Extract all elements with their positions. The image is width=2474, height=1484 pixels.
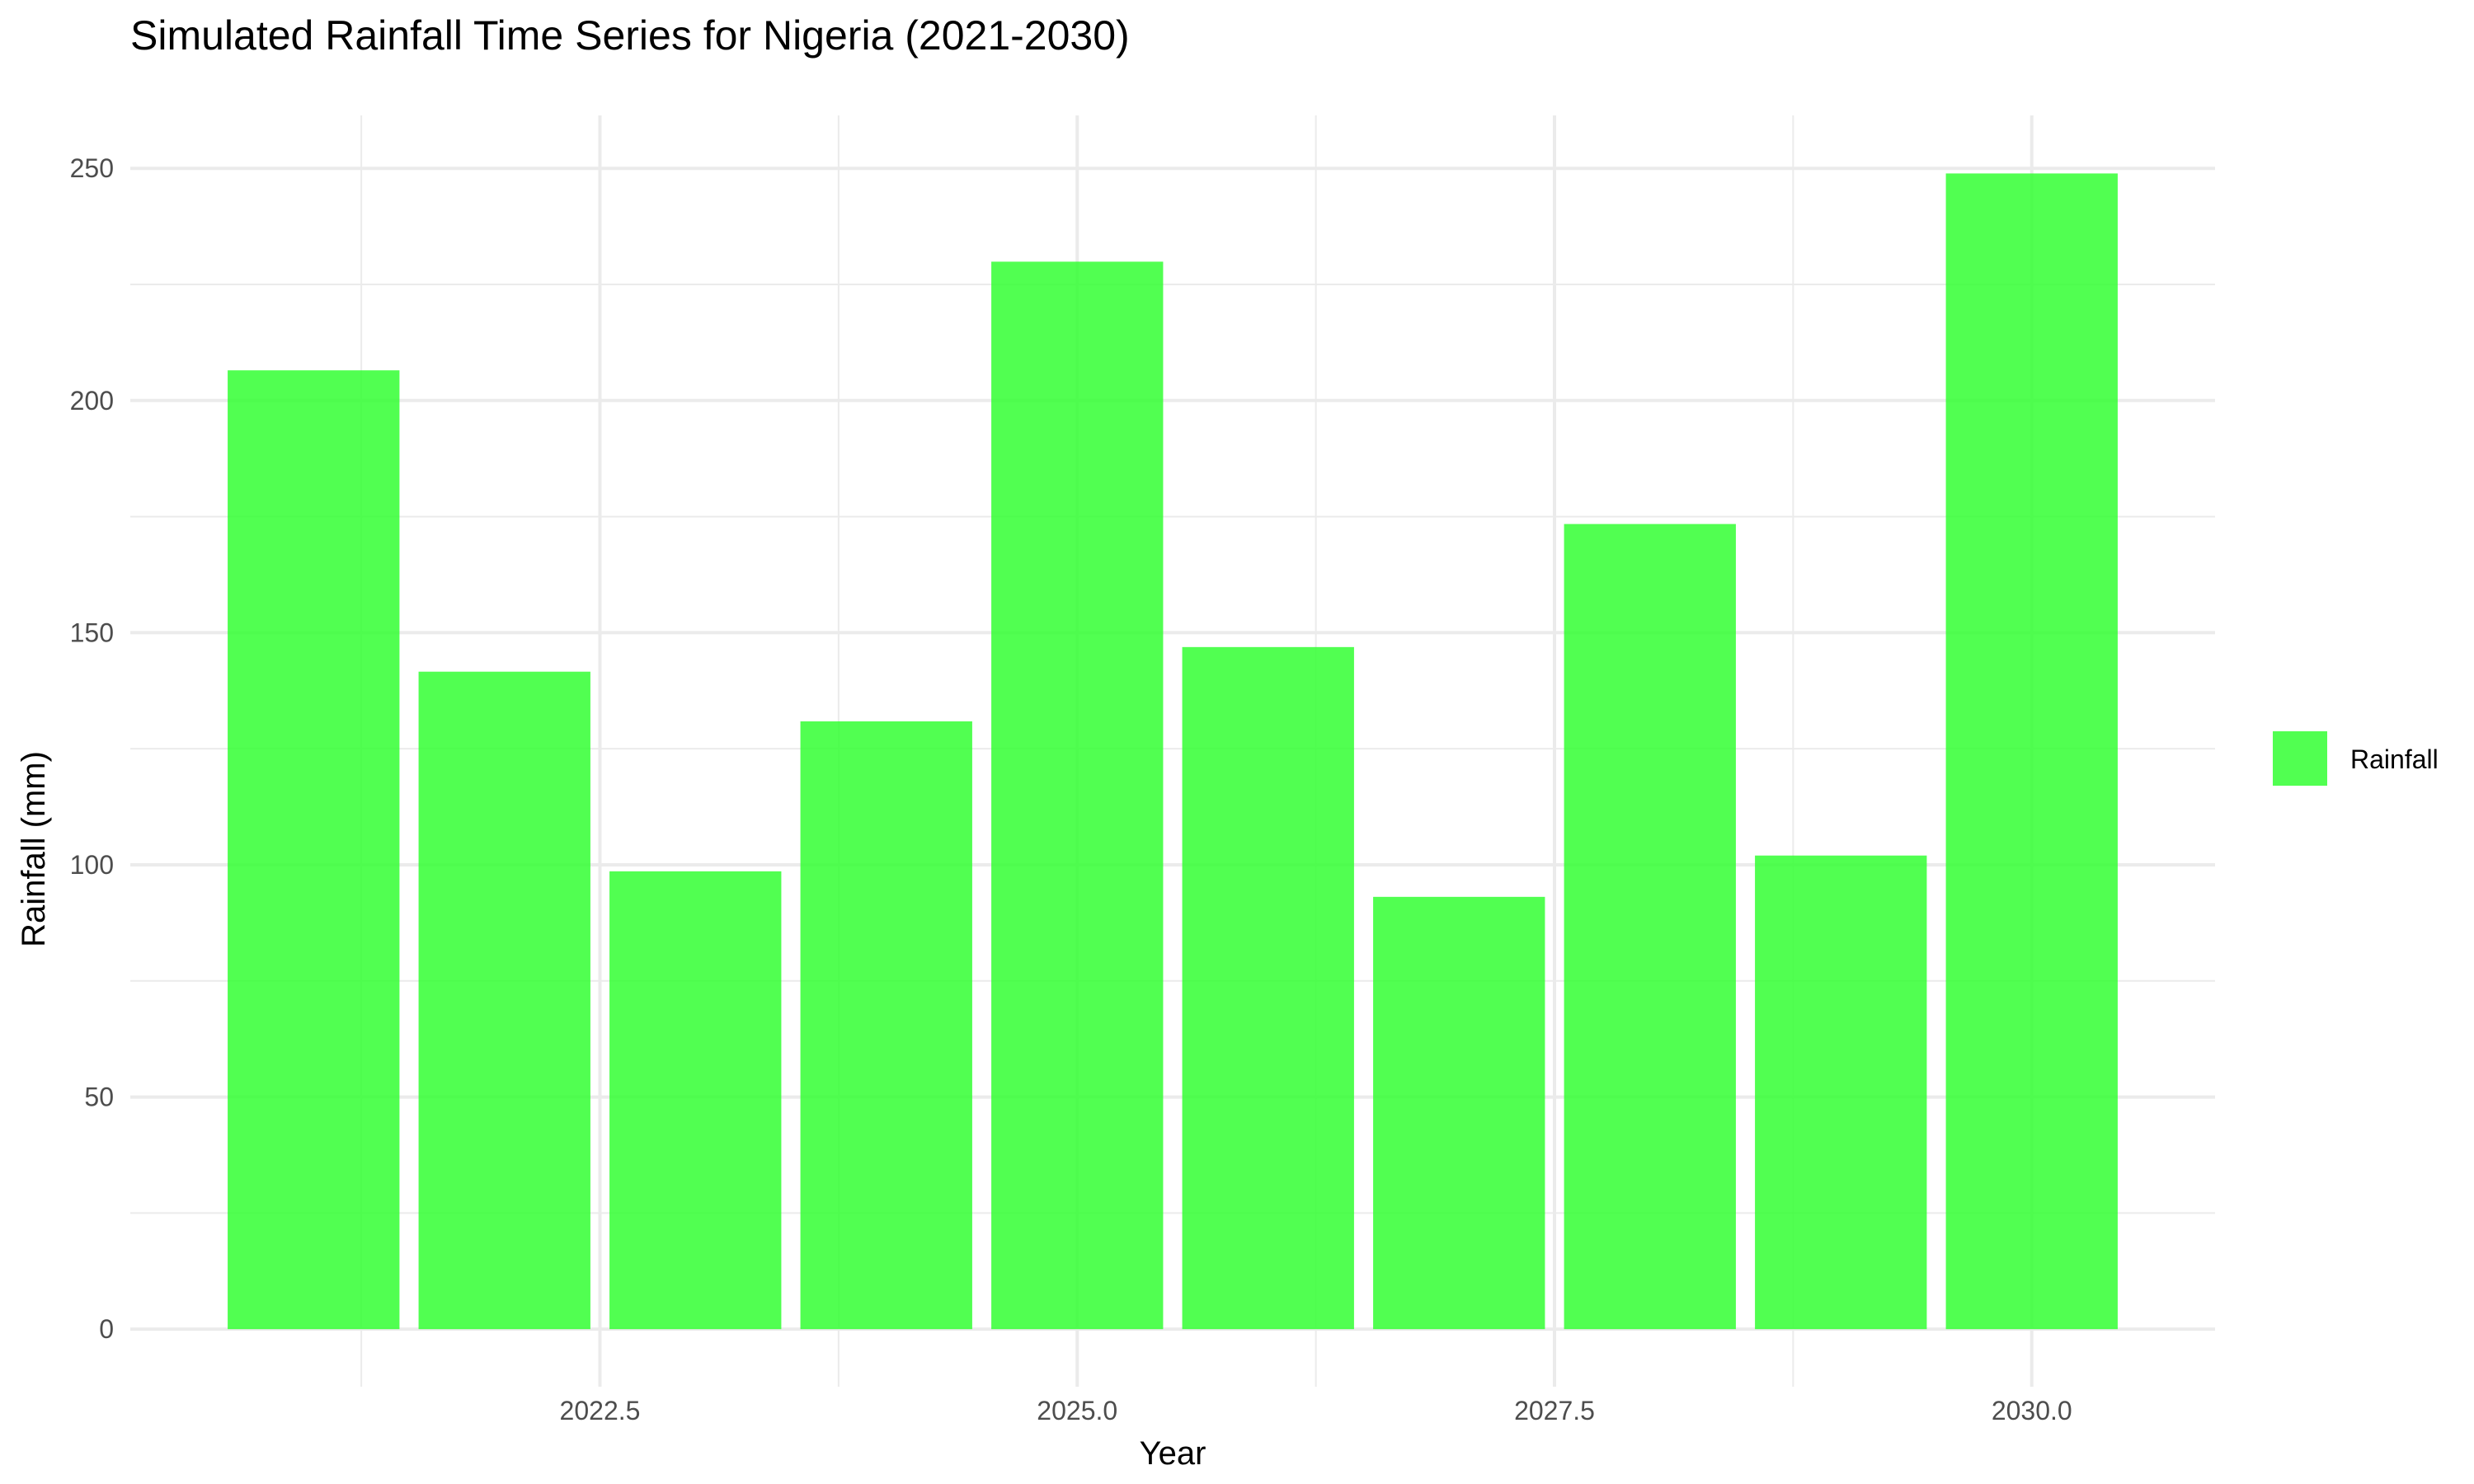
legend-label-rainfall: Rainfall — [2350, 744, 2439, 774]
chart-title: Simulated Rainfall Time Series for Niger… — [130, 12, 1130, 59]
bar-2027 — [1373, 896, 1545, 1330]
bar-2021 — [228, 370, 400, 1330]
x-tick-label: 2022.5 — [560, 1396, 641, 1425]
y-tick-label: 150 — [70, 618, 114, 647]
y-tick-label: 50 — [84, 1082, 114, 1112]
bar-2025 — [991, 261, 1164, 1330]
legend-swatch-rainfall — [2273, 731, 2327, 786]
y-tick-label: 200 — [70, 386, 114, 416]
y-axis-ticks: 0 50 100 150 200 250 — [70, 153, 114, 1344]
x-axis-title: Year — [1140, 1435, 1206, 1472]
bar-series — [228, 173, 2118, 1330]
bar-2028 — [1564, 524, 1736, 1330]
legend: Rainfall — [2273, 731, 2439, 786]
x-tick-label: 2027.5 — [1514, 1396, 1595, 1425]
bar-2023 — [609, 871, 782, 1330]
bar-2024 — [800, 721, 972, 1330]
bar-2022 — [418, 671, 590, 1330]
bar-2030 — [1945, 173, 2118, 1330]
y-tick-label: 0 — [99, 1314, 114, 1344]
bar-2029 — [1755, 855, 1927, 1330]
x-axis-ticks: 2022.5 2025.0 2027.5 2030.0 — [560, 1396, 2072, 1425]
x-tick-label: 2025.0 — [1037, 1396, 1117, 1425]
bar-2026 — [1182, 646, 1354, 1330]
y-tick-label: 250 — [70, 153, 114, 183]
y-axis-title: Rainfall (mm) — [16, 751, 52, 947]
x-tick-label: 2030.0 — [1992, 1396, 2072, 1425]
y-tick-label: 100 — [70, 850, 114, 880]
